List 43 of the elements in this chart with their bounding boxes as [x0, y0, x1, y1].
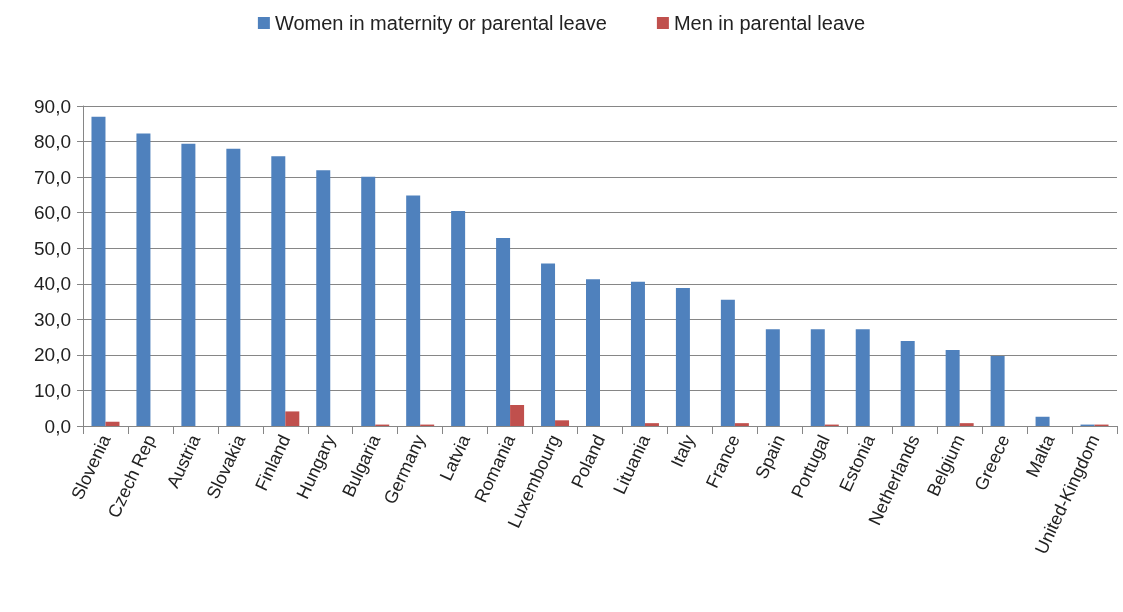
y-tick-label: 10,0	[34, 379, 71, 401]
bar	[720, 299, 735, 426]
bar	[406, 195, 421, 426]
bar	[285, 411, 300, 426]
bar	[136, 133, 151, 426]
bar	[990, 355, 1005, 426]
y-tick-label: 0,0	[44, 415, 71, 437]
bar	[271, 156, 286, 426]
legend-label: Men in parental leave	[673, 12, 866, 34]
y-tick-label: 50,0	[34, 237, 71, 259]
bar	[316, 170, 331, 426]
x-tick-label: Italy	[666, 431, 699, 471]
bar	[91, 116, 106, 426]
y-tick-label: 60,0	[34, 202, 71, 224]
bar	[855, 329, 870, 426]
bar	[586, 279, 600, 426]
bar	[541, 263, 556, 426]
bar	[900, 341, 915, 426]
y-tick-label: 90,0	[34, 95, 71, 117]
bar	[510, 405, 525, 426]
x-tick-label: Spain	[751, 431, 789, 482]
bar	[945, 349, 960, 426]
y-tick-label: 30,0	[34, 308, 71, 330]
legend-label: Women in maternity or parental leave	[274, 12, 607, 34]
bar	[810, 329, 825, 426]
bar	[361, 176, 376, 426]
bar	[555, 420, 570, 426]
bar	[734, 423, 749, 426]
bar	[959, 423, 974, 426]
bar	[451, 210, 466, 426]
bar	[765, 329, 780, 426]
bar	[1035, 416, 1050, 426]
y-tick-label: 20,0	[34, 344, 71, 366]
bar	[181, 143, 196, 426]
bar	[675, 288, 690, 426]
bar	[105, 421, 120, 426]
y-tick-label: 70,0	[34, 166, 71, 188]
y-tick-label: 80,0	[34, 131, 71, 153]
bar	[630, 281, 645, 426]
bar	[644, 423, 659, 426]
bar	[226, 148, 241, 426]
bar	[496, 237, 511, 426]
y-tick-label: 40,0	[34, 273, 71, 295]
